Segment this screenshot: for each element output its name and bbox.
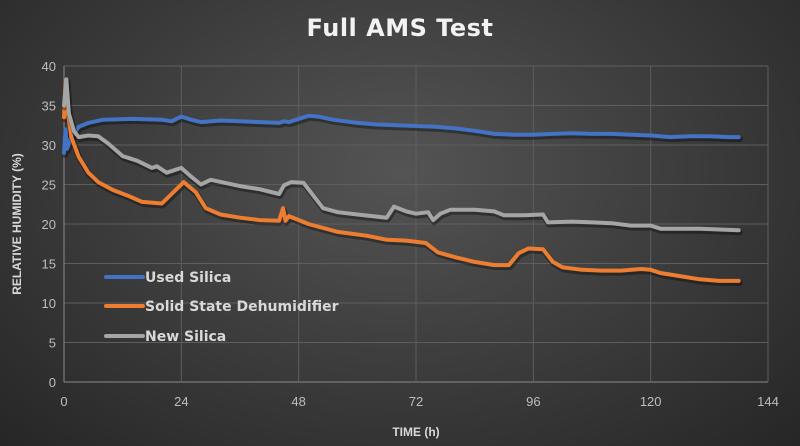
x-axis-tick-labels: 0 24 48 72 96 120 144 <box>60 394 778 409</box>
series-shadow <box>62 80 743 286</box>
x-tick-label: 24 <box>174 394 188 409</box>
x-axis-title: TIME (h) <box>392 425 439 439</box>
x-tick-label: 96 <box>526 394 540 409</box>
y-tick-label: 5 <box>49 336 56 351</box>
legend-label: Solid State Dehumidifier <box>145 299 339 315</box>
legend-label: Used Silica <box>145 270 231 286</box>
y-axis-title: RELATIVE HUMIDITY (%) <box>10 153 24 295</box>
y-tick-label: 15 <box>42 257 56 272</box>
legend: Used Silica Solid State Dehumidifier New S… <box>104 270 339 345</box>
y-tick-label: 10 <box>42 296 56 311</box>
x-tick-label: 120 <box>640 394 662 409</box>
y-tick-label: 35 <box>42 99 56 114</box>
y-tick-label: 40 <box>42 59 56 74</box>
legend-item: Used Silica <box>104 270 231 286</box>
chart-title: Full AMS Test <box>306 14 494 42</box>
x-tick-label: 144 <box>757 394 779 409</box>
x-tick-label: 72 <box>409 394 423 409</box>
legend-item: New Silica <box>104 329 226 345</box>
y-tick-label: 20 <box>42 217 56 232</box>
x-tick-label: 0 <box>60 394 67 409</box>
y-axis-tick-labels: 0 5 10 15 20 25 30 35 40 <box>42 59 56 390</box>
legend-item: Solid State Dehumidifier <box>104 299 339 315</box>
series-line-new-silica <box>62 77 741 233</box>
y-tick-label: 30 <box>42 138 56 153</box>
legend-label: New Silica <box>145 329 226 345</box>
x-tick-label: 48 <box>291 394 305 409</box>
data-series <box>62 77 743 286</box>
y-tick-label: 25 <box>42 178 56 193</box>
y-tick-label: 0 <box>49 375 56 390</box>
series-line-used-silica <box>62 113 741 155</box>
series-line-solid-state-dehumidifier <box>62 79 741 283</box>
